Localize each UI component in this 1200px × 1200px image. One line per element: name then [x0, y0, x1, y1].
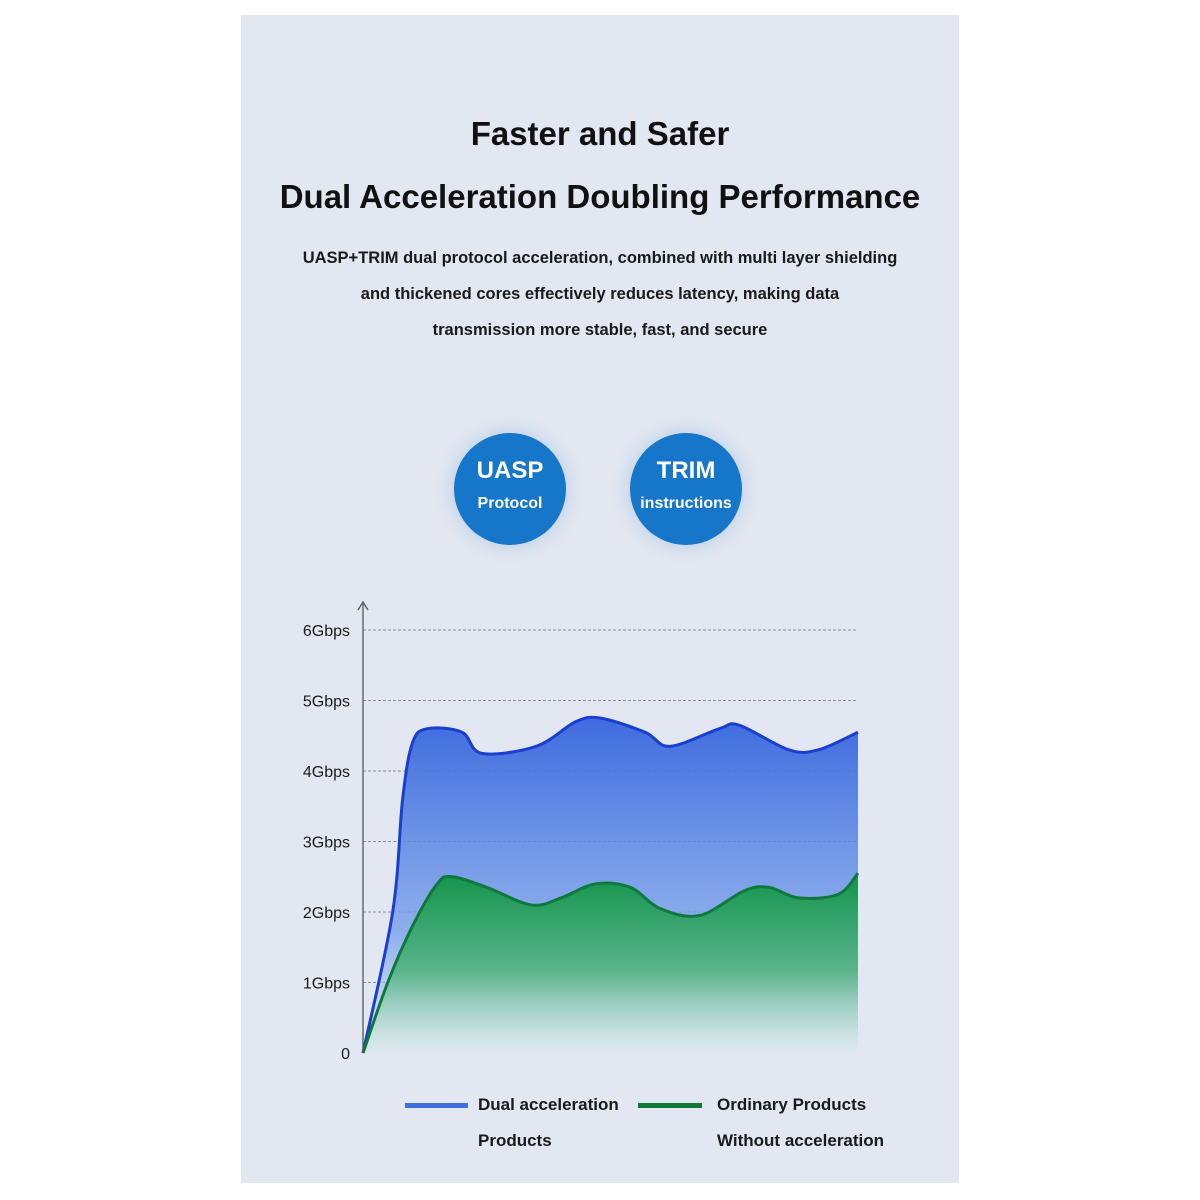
legend-label-dual-line-1: Dual acceleration [478, 1095, 619, 1114]
y-tick-label-5: 5Gbps [303, 694, 350, 711]
ordinary-line [361, 872, 860, 1054]
trim-badge: TRIM instructions [630, 433, 742, 545]
trim-badge-title: TRIM [656, 457, 716, 484]
description-line-1: UASP+TRIM dual protocol acceleration, co… [302, 249, 898, 267]
legend-label-ordinary-line-2: Without acceleration [717, 1131, 885, 1150]
y-tick-label-2: 2Gbps [303, 905, 350, 922]
y-tick-label-0: 0 [341, 1046, 350, 1063]
y-tick-label-1: 1Gbps [303, 976, 350, 993]
legend-label-ordinary: Ordinary Products Without acceleration [717, 1087, 917, 1159]
y-tick-label-4: 4Gbps [303, 764, 350, 781]
legend-swatch-ordinary [638, 1103, 702, 1108]
y-tick-label-6: 6Gbps [303, 623, 350, 640]
legend-swatch-dual [405, 1103, 468, 1108]
description-line-3: transmission more stable, fast, and secu… [432, 321, 768, 339]
y-axis-arrow-icon [357, 600, 369, 611]
chart-axes [357, 600, 369, 1053]
legend-label-ordinary-line-1: Ordinary Products [717, 1095, 867, 1114]
description-line-2: and thickened cores effectively reduces … [360, 285, 840, 303]
page-title: Faster and Safer [470, 115, 730, 152]
ordinary-area [363, 873, 858, 1053]
chart-series [361, 715, 860, 1054]
y-tick-label-3: 3Gbps [303, 835, 350, 852]
legend-label-dual-line-2: Products [478, 1131, 552, 1150]
uasp-badge-subtitle: Protocol [477, 495, 543, 512]
trim-badge-subtitle: instructions [640, 495, 732, 512]
page-subtitle: Dual Acceleration Doubling Performance [279, 178, 921, 215]
uasp-badge-title: UASP [476, 457, 544, 484]
description: UASP+TRIM dual protocol acceleration, co… [271, 240, 929, 348]
legend-label-dual: Dual acceleration Products [478, 1087, 678, 1159]
uasp-badge: UASP Protocol [454, 433, 566, 545]
y-tick-labels: 0 1Gbps 2Gbps 3Gbps 4Gbps 5Gbps 6Gbps [303, 623, 350, 1063]
dual-line [361, 715, 859, 1054]
